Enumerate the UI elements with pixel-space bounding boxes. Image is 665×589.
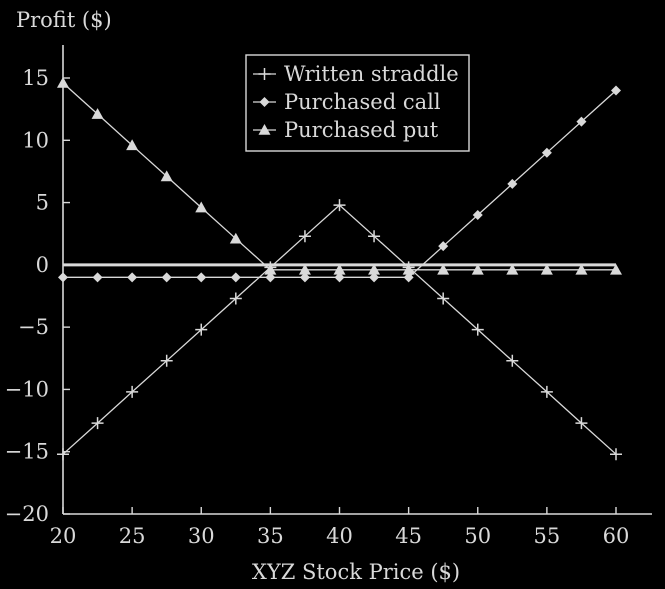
point-purchased-put [160,170,173,182]
point-purchased-put [195,201,208,213]
x-tick-label: 40 [326,524,353,548]
point-written-straddle [368,230,381,243]
point-purchased-put [229,232,242,244]
point-purchased-call [541,147,552,158]
point-purchased-call [127,272,138,283]
y-tick-label: 15 [22,66,49,90]
point-purchased-call [611,85,621,96]
point-purchased-put [575,263,588,275]
y-tick-label: −15 [5,440,49,464]
point-purchased-call [196,272,207,283]
point-purchased-call [230,272,241,283]
x-axis-title: XYZ Stock Price ($) [252,560,460,584]
point-purchased-call [507,178,518,189]
point-purchased-put [437,263,450,275]
point-purchased-put [264,263,277,275]
legend-marker-written-straddle [258,68,271,80]
point-purchased-call [161,272,172,283]
point-purchased-call [299,272,310,283]
point-purchased-put [298,263,311,275]
x-tick-label: 35 [257,524,284,548]
point-purchased-call [58,272,68,283]
point-purchased-put [506,263,519,275]
x-tick-label: 50 [464,524,491,548]
point-written-straddle [333,199,346,212]
point-purchased-put [540,263,553,275]
point-purchased-call [403,272,414,283]
legend-label-purchased-put: Purchased put [284,118,439,142]
point-written-straddle [160,354,173,367]
x-tick-label: 60 [603,524,630,548]
x-tick-label: 25 [119,524,146,548]
point-purchased-put [368,263,381,275]
point-written-straddle [540,385,553,398]
series-line-written-straddle [62,204,617,455]
x-tick-label: 45 [395,524,422,548]
series-markers [57,76,622,461]
point-written-straddle [229,292,242,305]
point-written-straddle [506,354,519,367]
y-tick-label: 0 [36,253,49,277]
legend-label-written-straddle: Written straddle [284,62,459,86]
y-tick-label: 5 [36,191,49,215]
legend-marker-purchased-call [259,97,270,107]
y-tick-label: −5 [18,315,49,339]
point-written-straddle [575,417,588,430]
point-written-straddle [91,417,104,430]
point-written-straddle [437,292,450,305]
point-purchased-call [369,272,380,283]
legend-box [245,54,470,152]
y-tick-label: −10 [5,377,49,401]
legend-label-purchased-call: Purchased call [284,90,441,114]
point-purchased-put [126,139,139,151]
point-written-straddle [195,323,208,336]
x-tick-label: 30 [188,524,215,548]
point-purchased-put [57,76,69,88]
point-purchased-put [402,263,415,275]
point-purchased-call [438,241,449,252]
point-purchased-put [333,263,346,275]
point-purchased-call [576,116,587,127]
point-purchased-put [471,263,484,275]
point-purchased-call [92,272,103,283]
y-tick-label: 10 [22,128,49,152]
point-purchased-call [472,210,483,221]
point-written-straddle [126,385,139,398]
point-written-straddle [610,448,622,461]
legend: Written straddle Purchased call Purchased … [245,54,470,152]
point-purchased-call [265,272,276,283]
x-tick-label: 20 [50,524,77,548]
point-purchased-put [91,108,104,119]
point-written-straddle [298,230,311,243]
point-written-straddle [57,448,69,461]
point-purchased-call [334,272,345,283]
y-axis-title: Profit ($) [16,8,112,32]
legend-marker-purchased-put [258,124,271,135]
point-written-straddle [471,323,484,336]
y-tick-label: −20 [5,502,49,526]
point-purchased-put [610,263,622,275]
x-tick-label: 55 [534,524,561,548]
